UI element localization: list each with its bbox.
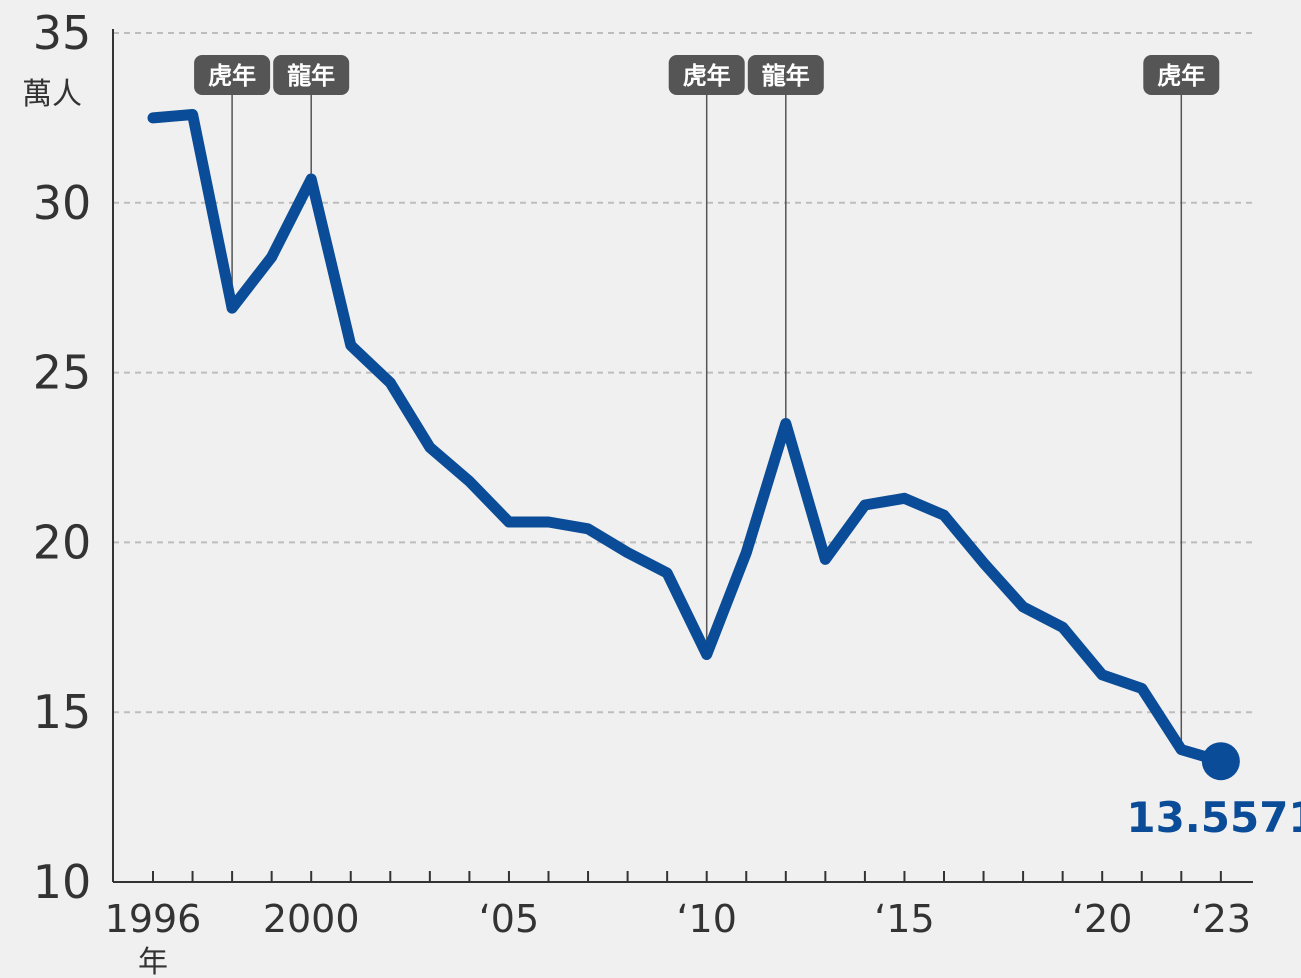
annotation-badge-label: 龍年 xyxy=(287,62,335,90)
series-layer xyxy=(147,109,1240,781)
x-tick-label: ‘20 xyxy=(1072,897,1132,941)
annotation-badge xyxy=(194,55,271,95)
x-tick-label: ‘05 xyxy=(479,897,539,941)
series-line xyxy=(147,109,1227,767)
y-tick-label: 15 xyxy=(33,685,92,739)
x-tick-label: ‘10 xyxy=(676,897,736,941)
y-tick-label: 35 xyxy=(33,6,92,60)
y-tick-label: 10 xyxy=(33,855,92,909)
y-tick-label: 30 xyxy=(33,176,92,230)
x-tick-label: ‘15 xyxy=(874,897,934,941)
y-axis-unit: 萬人 xyxy=(22,77,82,112)
endpoint-marker xyxy=(1201,742,1240,781)
annotation-badge-label: 龍年 xyxy=(762,62,810,90)
annotation-badge xyxy=(273,55,350,95)
annotation-layer: 虎年 龍年 虎年 龍年 虎年 xyxy=(194,55,1220,750)
x-axis-unit: 年 xyxy=(138,945,168,978)
annotation-badge-label: 虎年 xyxy=(1157,62,1205,90)
axes: 10 15 20 25 30 35 1996 2000 ‘05 ‘10 ‘15 ‘20 ‘23 xyxy=(33,6,1253,941)
annotation-badge-label: 虎年 xyxy=(208,62,256,90)
annotation-badge xyxy=(747,55,824,95)
x-tick-label: 1996 xyxy=(105,897,202,941)
annotation-badge xyxy=(668,55,745,95)
end-value-label: 13.5571 xyxy=(1126,793,1301,842)
annotation-badge xyxy=(1143,55,1220,95)
x-tick-label: 2000 xyxy=(263,897,360,941)
annotation-badge-label: 虎年 xyxy=(683,62,731,90)
y-tick-label: 25 xyxy=(33,346,92,400)
y-tick-label: 20 xyxy=(33,515,92,569)
x-tick-label: ‘23 xyxy=(1191,897,1251,941)
